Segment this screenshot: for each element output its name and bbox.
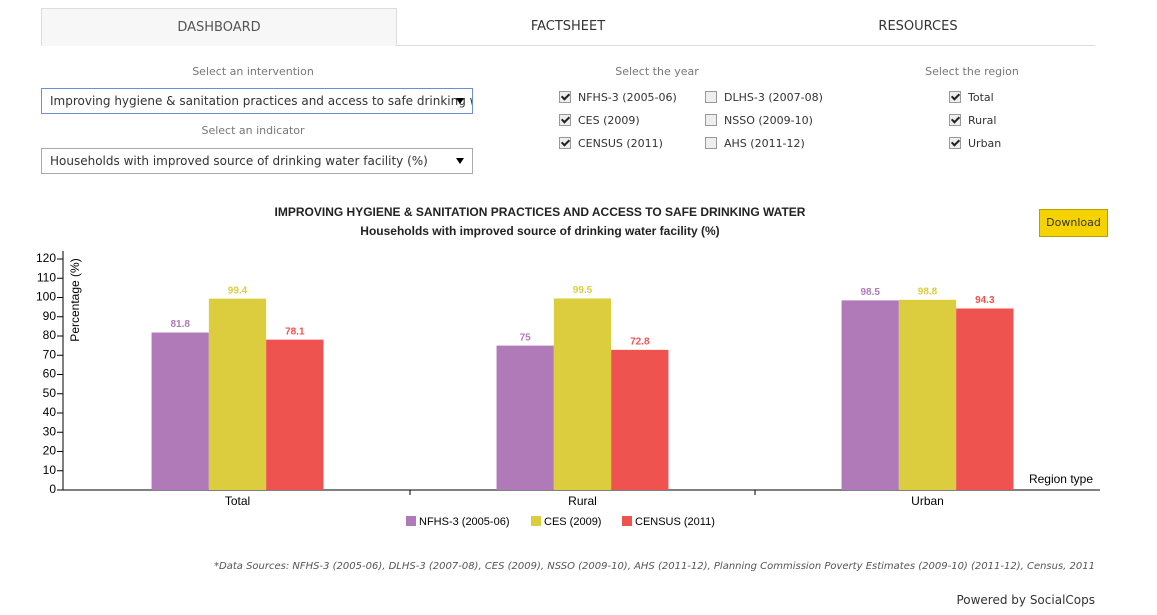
checkbox-label: NSSO (2009-10) bbox=[724, 114, 813, 127]
chart-title: IMPROVING HYGIENE & SANITATION PRACTICES… bbox=[275, 205, 806, 219]
tab-divider bbox=[41, 45, 1095, 46]
checkbox[interactable] bbox=[559, 137, 571, 149]
checkbox-label: DLHS-3 (2007-08) bbox=[724, 91, 823, 104]
checkbox[interactable] bbox=[705, 114, 717, 126]
y-axis-label: Percentage (%) bbox=[68, 258, 82, 341]
legend-label: CES (2009) bbox=[544, 516, 601, 528]
legend-swatch bbox=[531, 516, 541, 526]
y-tick-label: 0 bbox=[49, 482, 56, 496]
y-tick-label: 10 bbox=[43, 463, 57, 477]
year-option[interactable]: AHS (2011-12) bbox=[705, 137, 805, 151]
legend-swatch bbox=[622, 516, 632, 526]
y-tick-label: 100 bbox=[36, 290, 56, 304]
label: Select the region bbox=[925, 65, 1019, 78]
bar bbox=[151, 332, 209, 490]
bar bbox=[208, 298, 267, 490]
indicator-select[interactable]: Households with improved source of drink… bbox=[41, 148, 473, 174]
tab[interactable]: FACTSHEET bbox=[530, 19, 606, 34]
bar bbox=[841, 300, 899, 490]
year-option[interactable]: NFHS-3 (2005-06) bbox=[559, 91, 677, 105]
value-label: 94.3 bbox=[975, 295, 995, 306]
y-tick-label: 110 bbox=[37, 270, 56, 284]
x-tick-label: Urban bbox=[911, 494, 944, 508]
x-tick-label: Rural bbox=[568, 494, 597, 508]
value-label: 99.5 bbox=[573, 285, 593, 296]
y-tick-label: 60 bbox=[43, 367, 57, 381]
legend-label: NFHS-3 (2005-06) bbox=[419, 516, 509, 528]
checkbox[interactable] bbox=[949, 137, 961, 149]
powered-by[interactable]: Powered by SocialCops bbox=[956, 593, 1095, 607]
bar bbox=[898, 299, 957, 490]
region-option[interactable]: Rural bbox=[949, 114, 996, 128]
year-option[interactable]: CENSUS (2011) bbox=[559, 137, 663, 151]
value-label: 98.5 bbox=[860, 287, 880, 298]
legend-swatch bbox=[406, 516, 416, 526]
y-tick-label: 80 bbox=[43, 328, 57, 342]
bar bbox=[956, 308, 1014, 490]
y-tick-label: 40 bbox=[43, 405, 57, 419]
label: Select the year bbox=[615, 65, 699, 78]
footnote: *Data Sources: NFHS-3 (2005-06), DLHS-3 … bbox=[214, 561, 1095, 572]
checkbox-label: AHS (2011-12) bbox=[724, 137, 805, 150]
checkbox-label: Urban bbox=[968, 137, 1002, 150]
value-label: 75 bbox=[520, 332, 532, 343]
label: Select an indicator bbox=[201, 124, 305, 137]
y-tick-label: 20 bbox=[43, 444, 57, 458]
x-axis-label: Region type bbox=[1029, 472, 1093, 486]
y-tick-label: 120 bbox=[36, 251, 56, 265]
region-option[interactable]: Urban bbox=[949, 137, 1001, 151]
checkbox[interactable] bbox=[949, 91, 961, 103]
value-label: 81.8 bbox=[170, 319, 190, 330]
year-option[interactable]: CES (2009) bbox=[559, 114, 640, 128]
checkbox[interactable] bbox=[559, 114, 571, 126]
checkbox[interactable] bbox=[559, 91, 571, 103]
checkbox-label: CENSUS (2011) bbox=[578, 137, 663, 150]
checkbox[interactable] bbox=[705, 91, 717, 103]
legend-label: CENSUS (2011) bbox=[635, 516, 715, 528]
chart: IMPROVING HYGIENE & SANITATION PRACTICES… bbox=[36, 205, 1100, 528]
y-tick-label: 90 bbox=[43, 309, 57, 323]
y-tick-label: 70 bbox=[43, 347, 57, 361]
y-tick-label: 50 bbox=[43, 386, 57, 400]
year-option[interactable]: NSSO (2009-10) bbox=[705, 114, 813, 128]
bar bbox=[496, 345, 554, 490]
year-option[interactable]: DLHS-3 (2007-08) bbox=[705, 91, 823, 105]
value-label: 78.1 bbox=[285, 326, 305, 337]
chart-subtitle: Households with improved source of drink… bbox=[360, 224, 719, 238]
bar bbox=[266, 339, 324, 490]
tab[interactable]: DASHBOARD bbox=[41, 8, 397, 46]
label: Select an intervention bbox=[192, 65, 314, 78]
value-label: 98.8 bbox=[918, 286, 938, 297]
checkbox-label: Total bbox=[968, 91, 994, 104]
download-button[interactable]: Download bbox=[1039, 209, 1108, 237]
bar bbox=[611, 349, 669, 490]
intervention-select[interactable]: Improving hygiene & sanitation practices… bbox=[41, 88, 473, 114]
y-tick-label: 30 bbox=[43, 424, 57, 438]
region-option[interactable]: Total bbox=[949, 91, 994, 105]
checkbox-label: NFHS-3 (2005-06) bbox=[578, 91, 677, 104]
bar bbox=[553, 298, 612, 490]
value-label: 72.8 bbox=[630, 337, 650, 348]
checkbox[interactable] bbox=[949, 114, 961, 126]
checkbox[interactable] bbox=[705, 137, 717, 149]
checkbox-label: CES (2009) bbox=[578, 114, 640, 127]
checkbox-label: Rural bbox=[968, 114, 997, 127]
x-tick-label: Total bbox=[225, 494, 250, 508]
value-label: 99.4 bbox=[228, 285, 248, 296]
tab[interactable]: RESOURCES bbox=[878, 19, 958, 34]
